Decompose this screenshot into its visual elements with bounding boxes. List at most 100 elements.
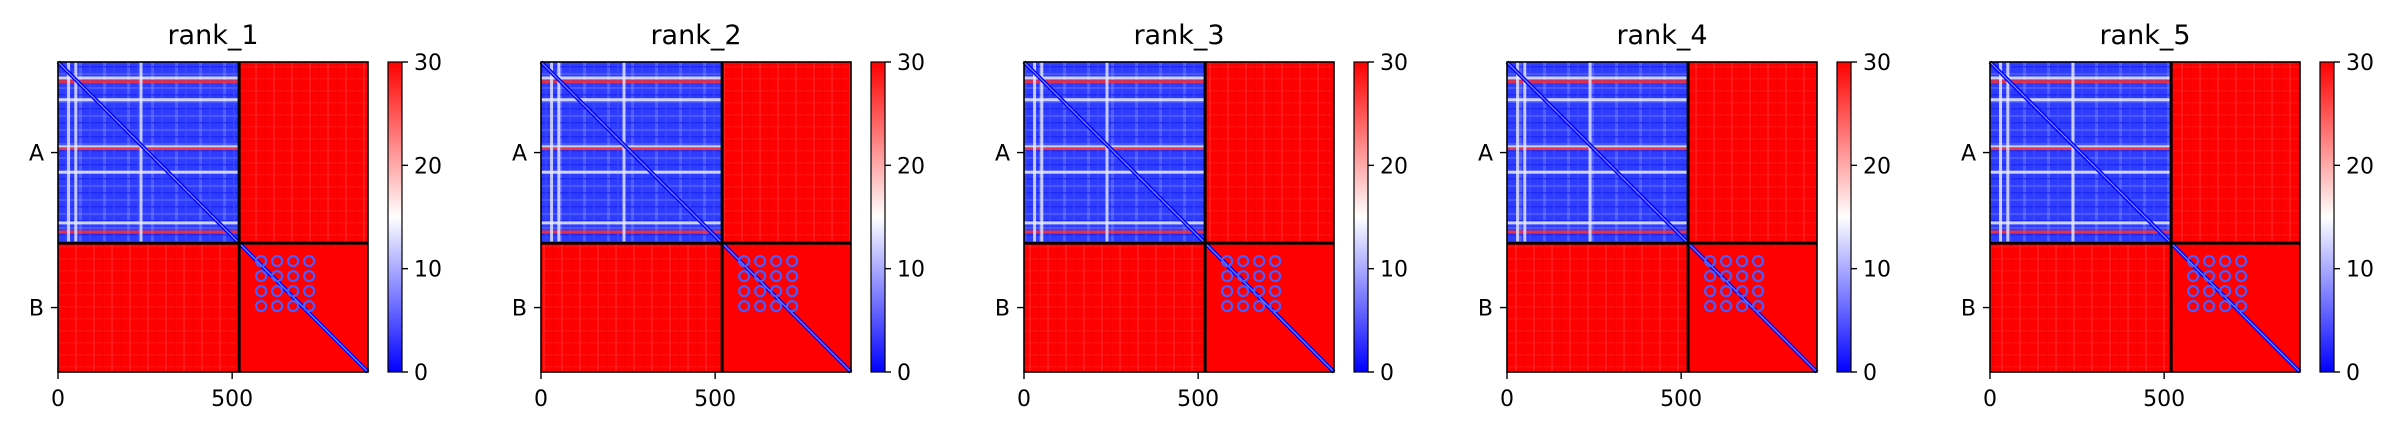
heat-streak-row — [1507, 80, 1689, 84]
contact-ring — [1269, 255, 1282, 268]
panel-3: rank_3 0 500 A B 0 10 20 30 — [995, 20, 1408, 412]
block-b-a — [1507, 243, 1689, 372]
colorbar-tick-label: 30 — [1380, 51, 1408, 76]
contact-ring — [1720, 285, 1733, 298]
contact-ring — [287, 270, 300, 283]
heat-streak-col — [557, 62, 561, 244]
contact-ring — [255, 255, 268, 268]
contact-ring — [2219, 285, 2232, 298]
diagonal-highlight — [1989, 61, 2301, 373]
heat-streak-row — [58, 230, 240, 234]
heat-streak-row — [1990, 147, 2172, 151]
colorbar-tick-label: 0 — [1380, 361, 1394, 386]
x-tick-label: 0 — [1017, 387, 1031, 412]
contact-ring — [1704, 300, 1717, 313]
x-tick-label: 0 — [1983, 387, 1997, 412]
heat-streak-row — [1024, 221, 1206, 225]
contact-ring — [2235, 270, 2248, 283]
heat-streak-row — [541, 145, 723, 149]
panel-title: rank_3 — [1133, 20, 1224, 51]
contact-ring — [786, 285, 799, 298]
contact-ring — [1269, 270, 1282, 283]
y-tick-label: A — [512, 142, 527, 167]
block-b-a — [58, 243, 240, 372]
colorbar-tick-label: 20 — [2346, 154, 2374, 179]
heat-streak-col — [1033, 62, 1037, 244]
heat-streak-row — [541, 170, 723, 174]
x-tick-label: 500 — [1177, 387, 1219, 412]
contact-ring — [1736, 255, 1749, 268]
heat-streak-col — [1040, 62, 1044, 244]
panel-title: rank_4 — [1616, 20, 1707, 51]
contact-ring — [1237, 300, 1250, 313]
contact-ring — [754, 255, 767, 268]
axes-frame — [57, 61, 369, 373]
heat-streak-row — [1507, 98, 1689, 102]
colorbar-tick-label: 10 — [1863, 258, 1891, 283]
y-tick-label: B — [1478, 297, 1493, 322]
block-a-b — [239, 62, 368, 244]
contact-ring — [287, 255, 300, 268]
heat-streak-col — [2071, 62, 2075, 244]
contact-ring — [255, 300, 268, 313]
diagonal-highlight — [540, 61, 852, 373]
colorbar-tick-label: 30 — [1863, 51, 1891, 76]
contact-ring — [1221, 270, 1234, 283]
y-tick-label: A — [1478, 142, 1493, 167]
heat-streak-row — [58, 98, 240, 102]
block-b-a — [1024, 243, 1206, 372]
colorbar-tick-label: 10 — [1380, 258, 1408, 283]
y-tick-label: B — [1961, 297, 1976, 322]
colorbar-tick-label: 0 — [1863, 361, 1877, 386]
contact-ring — [1221, 300, 1234, 313]
heat-streak-row — [1990, 80, 2172, 84]
heat-streak-col — [1588, 62, 1592, 244]
contact-ring — [738, 255, 751, 268]
colorbar-tick-label: 20 — [414, 154, 442, 179]
contact-ring — [303, 285, 316, 298]
heat-streak-row — [58, 170, 240, 174]
heat-streak-row — [1990, 98, 2172, 102]
heat-streak-row — [1990, 221, 2172, 225]
contact-ring — [754, 270, 767, 283]
contact-ring — [2203, 285, 2216, 298]
heat-streak-row — [1024, 76, 1206, 80]
contact-ring — [786, 300, 799, 313]
contact-ring — [2203, 300, 2216, 313]
heat-streak-col — [1516, 62, 1520, 244]
axes-frame — [1023, 61, 1335, 373]
colorbar-frame — [2319, 61, 2335, 373]
colorbar-gradient — [2320, 62, 2334, 372]
y-tick-label: A — [29, 142, 44, 167]
heat-streak-row — [1507, 145, 1689, 149]
contact-ring — [1720, 300, 1733, 313]
colorbar-tick-label: 20 — [1380, 154, 1408, 179]
contact-ring — [1237, 270, 1250, 283]
colorbar-tick-label: 30 — [897, 51, 925, 76]
colorbar-tick-label: 20 — [897, 154, 925, 179]
heat-streak-col — [1523, 62, 1527, 244]
panel-2: rank_2 0 500 A B 0 10 20 30 — [512, 20, 925, 412]
colorbar-tick-label: 30 — [2346, 51, 2374, 76]
contact-ring — [271, 255, 284, 268]
heat-streak-row — [1507, 221, 1689, 225]
heat-streak-row — [1024, 147, 1206, 151]
heat-streak-col — [74, 62, 78, 244]
contact-ring — [738, 285, 751, 298]
heat-streak-col — [550, 62, 554, 244]
contact-ring — [2203, 255, 2216, 268]
colorbar-tick-label: 10 — [414, 258, 442, 283]
y-tick-label: B — [512, 297, 527, 322]
contact-ring — [303, 270, 316, 283]
heat-streak-row — [541, 221, 723, 225]
contact-ring — [1752, 255, 1765, 268]
heat-streak-row — [1024, 145, 1206, 149]
heat-streak-row — [58, 76, 240, 80]
block-a-b — [2171, 62, 2300, 244]
y-tick-label: A — [1961, 142, 1976, 167]
y-tick-label: B — [995, 297, 1010, 322]
contact-ring — [2219, 270, 2232, 283]
contact-ring — [271, 270, 284, 283]
panel-title: rank_5 — [2099, 20, 2190, 51]
